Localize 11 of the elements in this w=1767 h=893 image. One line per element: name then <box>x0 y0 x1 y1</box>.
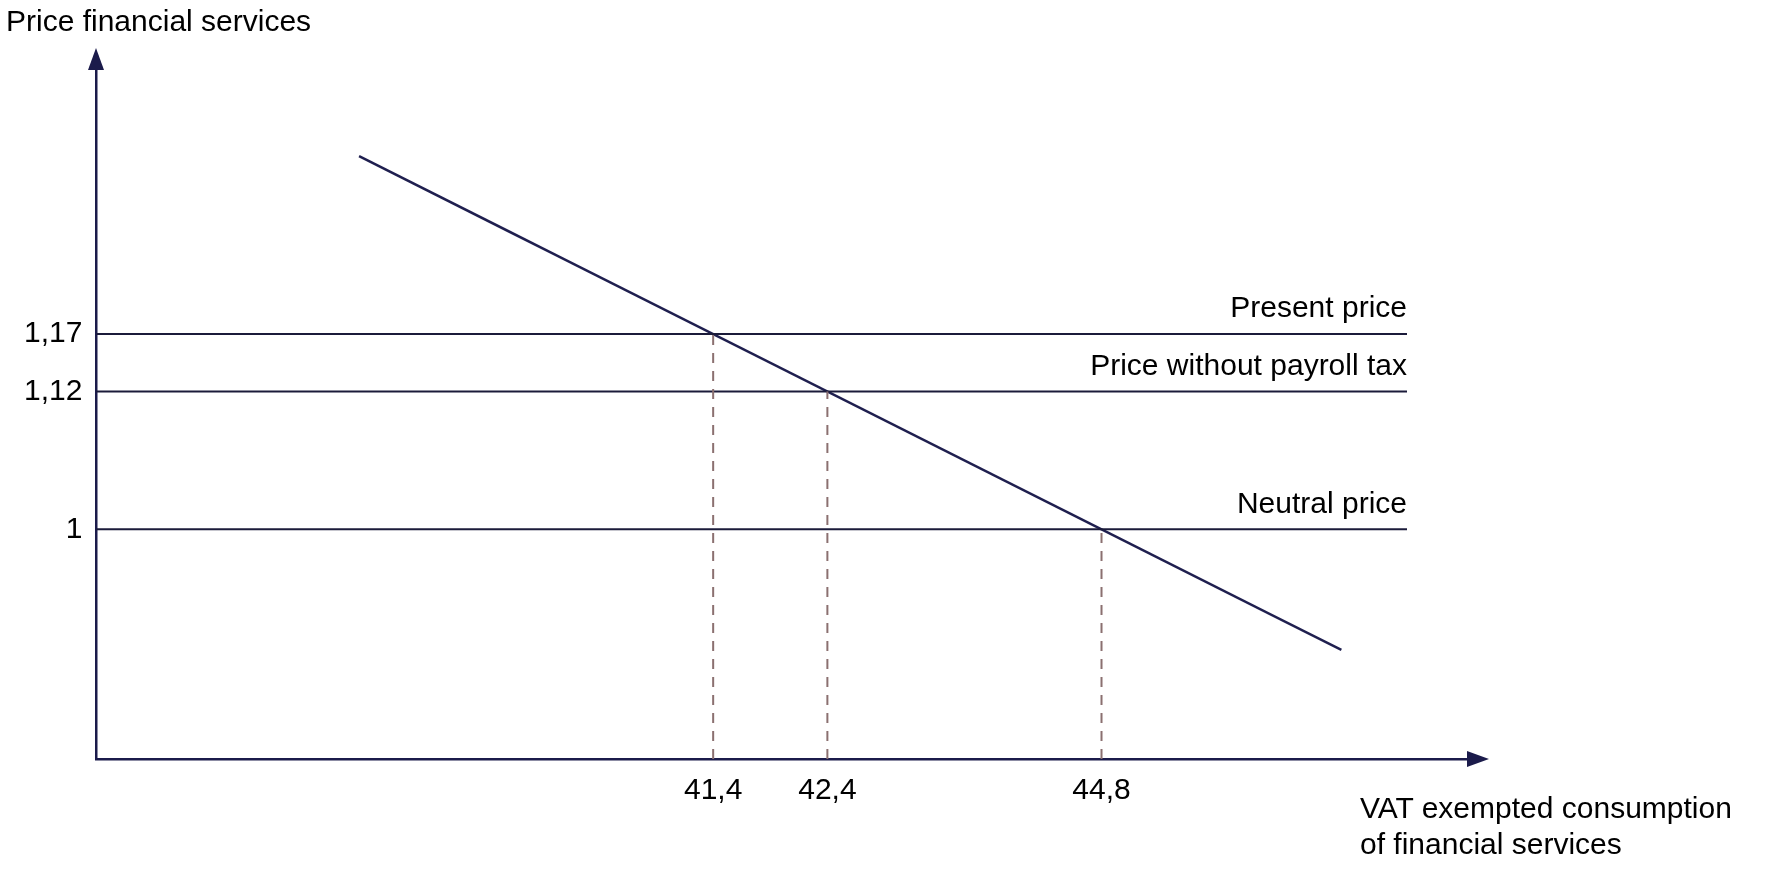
ref-line-label: Neutral price <box>1236 485 1407 519</box>
x-axis-title: VAT exempted consumption of financial services <box>1360 790 1733 862</box>
x-tick-label: 42,4 <box>798 772 857 806</box>
y-tick-label: 1,12 <box>24 372 83 406</box>
ref-line-label: Present price <box>1230 290 1407 324</box>
x-tick-label: 41,4 <box>683 772 743 806</box>
y-tick-label: 1,17 <box>24 315 83 349</box>
y-tick-label: 1 <box>65 510 83 544</box>
x-tick-label: 44,8 <box>1072 772 1131 806</box>
y-axis-title: Price financial services <box>6 4 312 38</box>
ref-line-label: Price without payroll tax <box>1090 347 1407 381</box>
